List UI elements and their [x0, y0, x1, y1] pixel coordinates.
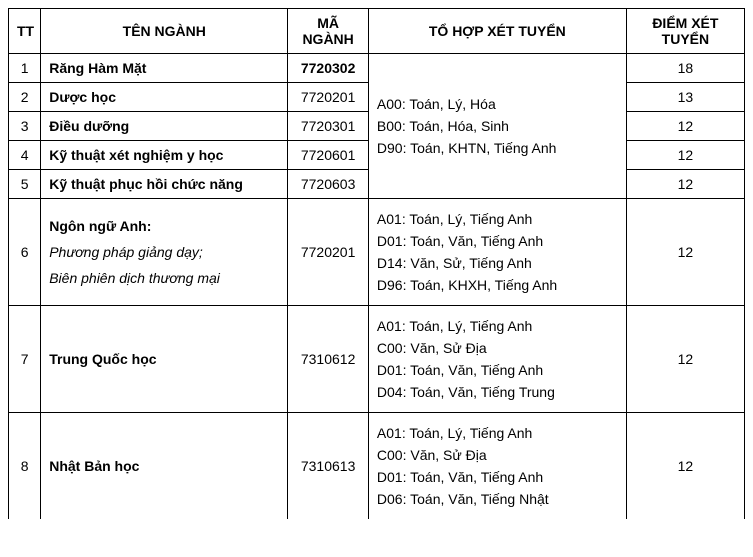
cell-tt: 1: [9, 54, 41, 83]
header-score: ĐIỂM XÉT TUYỂN: [626, 9, 744, 54]
cell-tt: 5: [9, 170, 41, 199]
cell-name: Điều dưỡng: [41, 112, 288, 141]
cell-score: 18: [626, 54, 744, 83]
comb-line: D06: Toán, Văn, Tiếng Nhật: [377, 491, 618, 507]
cell-name: Trung Quốc học: [41, 306, 288, 413]
cell-name: Dược học: [41, 83, 288, 112]
cell-code: 7720201: [288, 83, 369, 112]
cell-score: 12: [626, 413, 744, 520]
admission-table: TT TÊN NGÀNH MÃ NGÀNH TỔ HỢP XÉT TUYỂN Đ…: [8, 8, 745, 519]
name-sub: Phương pháp giảng dạy;: [49, 244, 279, 260]
header-comb: TỔ HỢP XÉT TUYỂN: [368, 9, 626, 54]
cell-tt: 8: [9, 413, 41, 520]
cell-tt: 6: [9, 199, 41, 306]
header-tt: TT: [9, 9, 41, 54]
comb-line: B00: Toán, Hóa, Sinh: [377, 118, 618, 134]
table-row: 1 Răng Hàm Mặt 7720302 A00: Toán, Lý, Hó…: [9, 54, 745, 83]
comb-line: D90: Toán, KHTN, Tiếng Anh: [377, 140, 618, 156]
cell-score: 13: [626, 83, 744, 112]
table-row: 8 Nhật Bản học 7310613 A01: Toán, Lý, Ti…: [9, 413, 745, 520]
comb-line: D01: Toán, Văn, Tiếng Anh: [377, 233, 618, 249]
comb-line: C00: Văn, Sử Địa: [377, 447, 618, 463]
cell-name: Ngôn ngữ Anh: Phương pháp giảng dạy; Biê…: [41, 199, 288, 306]
table-row: 6 Ngôn ngữ Anh: Phương pháp giảng dạy; B…: [9, 199, 745, 306]
cell-code: 7720201: [288, 199, 369, 306]
cell-tt: 3: [9, 112, 41, 141]
header-name: TÊN NGÀNH: [41, 9, 288, 54]
cell-code: 7720301: [288, 112, 369, 141]
table-row: 7 Trung Quốc học 7310612 A01: Toán, Lý, …: [9, 306, 745, 413]
header-row: TT TÊN NGÀNH MÃ NGÀNH TỔ HỢP XÉT TUYỂN Đ…: [9, 9, 745, 54]
cell-code: 7310613: [288, 413, 369, 520]
comb-line: D04: Toán, Văn, Tiếng Trung: [377, 384, 618, 400]
comb-line: A01: Toán, Lý, Tiếng Anh: [377, 318, 618, 334]
comb-line: D01: Toán, Văn, Tiếng Anh: [377, 469, 618, 485]
cell-tt: 7: [9, 306, 41, 413]
header-code: MÃ NGÀNH: [288, 9, 369, 54]
name-sub: Biên phiên dịch thương mại: [49, 270, 279, 286]
cell-code: 7720601: [288, 141, 369, 170]
cell-tt: 4: [9, 141, 41, 170]
cell-name: Kỹ thuật phục hồi chức năng: [41, 170, 288, 199]
cell-tt: 2: [9, 83, 41, 112]
cell-code: 7720302: [288, 54, 369, 83]
comb-line: A01: Toán, Lý, Tiếng Anh: [377, 425, 618, 441]
cell-comb: A01: Toán, Lý, Tiếng Anh C00: Văn, Sử Đị…: [368, 413, 626, 520]
cell-score: 12: [626, 112, 744, 141]
name-title: Ngôn ngữ Anh:: [49, 218, 279, 234]
cell-name: Răng Hàm Mặt: [41, 54, 288, 83]
comb-line: D96: Toán, KHXH, Tiếng Anh: [377, 277, 618, 293]
cell-score: 12: [626, 199, 744, 306]
cell-score: 12: [626, 170, 744, 199]
cell-code: 7310612: [288, 306, 369, 413]
cell-comb: A01: Toán, Lý, Tiếng Anh D01: Toán, Văn,…: [368, 199, 626, 306]
cell-name: Kỹ thuật xét nghiệm y học: [41, 141, 288, 170]
comb-line: A00: Toán, Lý, Hóa: [377, 96, 618, 112]
comb-line: A01: Toán, Lý, Tiếng Anh: [377, 211, 618, 227]
cell-score: 12: [626, 306, 744, 413]
cell-name: Nhật Bản học: [41, 413, 288, 520]
cell-score: 12: [626, 141, 744, 170]
comb-line: D01: Toán, Văn, Tiếng Anh: [377, 362, 618, 378]
cell-code: 7720603: [288, 170, 369, 199]
comb-line: D14: Văn, Sử, Tiếng Anh: [377, 255, 618, 271]
comb-line: C00: Văn, Sử Địa: [377, 340, 618, 356]
cell-comb-group: A00: Toán, Lý, Hóa B00: Toán, Hóa, Sinh …: [368, 54, 626, 199]
cell-comb: A01: Toán, Lý, Tiếng Anh C00: Văn, Sử Đị…: [368, 306, 626, 413]
